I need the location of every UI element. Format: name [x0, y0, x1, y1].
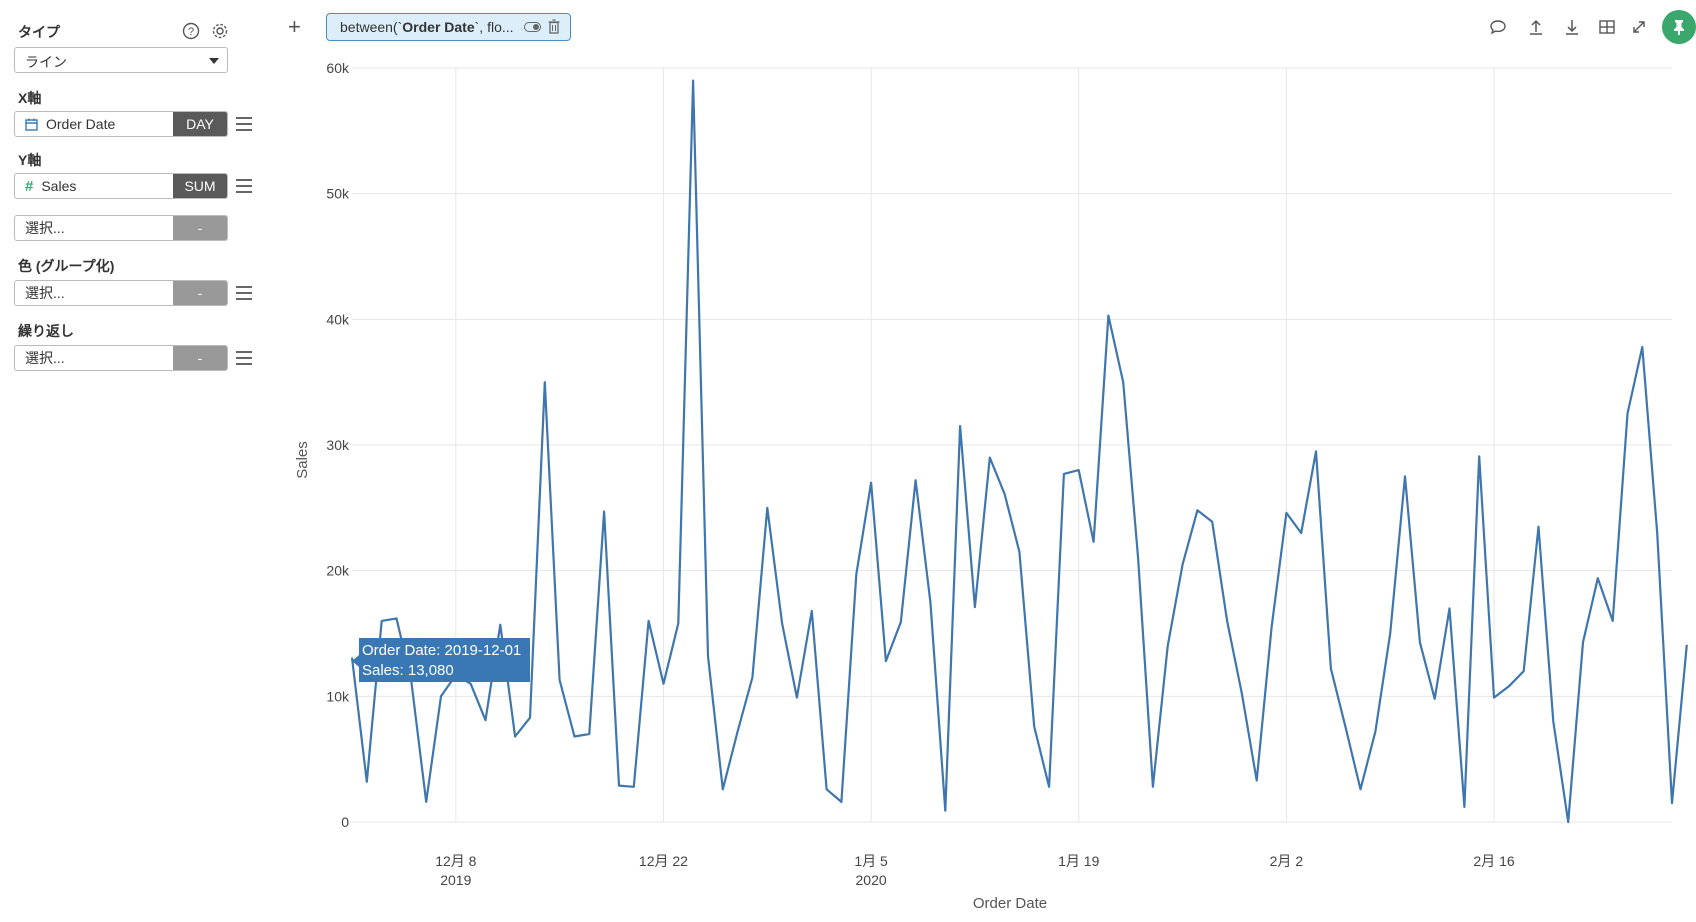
- svg-text:?: ?: [188, 26, 194, 38]
- x-field-name: Order Date: [46, 116, 116, 132]
- y-agg-button[interactable]: SUM: [173, 174, 227, 198]
- x-tick-label: 12月 22: [639, 853, 688, 869]
- repeat-field[interactable]: 選択... -: [14, 345, 228, 371]
- pin-icon[interactable]: [1662, 10, 1696, 44]
- type-label: タイプ: [18, 24, 60, 40]
- y-tick-labels: 0 10k 20k 30k 40k 50k 60k: [326, 60, 350, 830]
- color-group-label: 色 (グループ化): [18, 258, 115, 274]
- x-tick-sublabel: 2020: [856, 872, 887, 888]
- x-axis-label: X軸: [18, 90, 42, 106]
- x-axis-title: Order Date: [973, 895, 1047, 912]
- y-tick-label: 50k: [326, 186, 350, 202]
- series-layer: [350, 79, 1688, 824]
- gear-icon[interactable]: [210, 21, 230, 41]
- repeat-field-menu-icon[interactable]: [236, 351, 252, 365]
- expand-icon[interactable]: [1628, 16, 1650, 38]
- x-tick-label: 2月 2: [1270, 853, 1304, 869]
- y-extra-placeholder: 選択...: [25, 220, 65, 236]
- y-tick-label: 60k: [326, 60, 350, 76]
- calendar-icon: [25, 118, 38, 131]
- color-agg-button[interactable]: -: [173, 281, 227, 305]
- chart-settings-sidebar: タイプ ? ライン X軸 Order Date DAY Y軸 # Sales S…: [0, 0, 260, 922]
- hash-icon: #: [25, 177, 34, 195]
- data-tooltip: Order Date: 2019-12-01 Sales: 13,080: [352, 638, 530, 682]
- question-circle-icon[interactable]: ?: [181, 21, 201, 41]
- filter-chip-text: between(`Order Date`, flo...: [340, 19, 514, 35]
- y-extra-field[interactable]: 選択... -: [14, 215, 228, 241]
- y-field-name: Sales: [41, 178, 77, 194]
- toggle-visibility-icon[interactable]: [524, 22, 541, 32]
- x-agg-button[interactable]: DAY: [173, 112, 227, 136]
- x-tick-label: 1月 19: [1058, 853, 1099, 869]
- chart-type-value: ライン: [25, 54, 67, 70]
- chart-type-select[interactable]: ライン: [14, 47, 228, 73]
- add-filter-button[interactable]: +: [288, 14, 301, 39]
- y-tick-label: 20k: [326, 563, 350, 579]
- repeat-label: 繰り返し: [18, 323, 74, 339]
- trash-icon[interactable]: [548, 19, 560, 37]
- y-axis-label: Y軸: [18, 152, 42, 168]
- y-tick-label: 0: [341, 814, 349, 830]
- repeat-placeholder: 選択...: [25, 350, 65, 366]
- x-axis-field[interactable]: Order Date DAY: [14, 111, 228, 137]
- repeat-agg-button[interactable]: -: [173, 346, 227, 370]
- color-field-menu-icon[interactable]: [236, 286, 252, 300]
- upload-icon[interactable]: [1525, 16, 1547, 38]
- x-tick-sublabel: 2019: [440, 872, 471, 888]
- x-tick-label: 1月 5: [854, 853, 888, 869]
- y-axis-field[interactable]: # Sales SUM: [14, 173, 228, 199]
- tooltip-line-date: Order Date: 2019-12-01: [362, 642, 522, 659]
- download-icon[interactable]: [1561, 16, 1583, 38]
- x-tick-labels: 12月 8 2019 12月 22 1月 5 2020 1月 19 2月 2 2月 16: [435, 853, 1515, 888]
- y-tick-label: 40k: [326, 311, 350, 327]
- y-extra-agg-button[interactable]: -: [173, 216, 227, 240]
- x-tick-label: 2月 16: [1473, 853, 1514, 869]
- color-placeholder: 選択...: [25, 285, 65, 301]
- color-field[interactable]: 選択... -: [14, 280, 228, 306]
- y-field-menu-icon[interactable]: [236, 179, 252, 193]
- comment-icon[interactable]: [1487, 16, 1509, 38]
- y-tick-label: 30k: [326, 437, 350, 453]
- y-gridlines: [352, 67, 1672, 823]
- table-icon[interactable]: [1596, 16, 1618, 38]
- tooltip-line-sales: Sales: 13,080: [362, 662, 454, 679]
- caret-down-icon: [209, 58, 219, 64]
- series-line[interactable]: [350, 79, 1688, 824]
- filter-chip[interactable]: between(`Order Date`, flo...: [326, 13, 571, 41]
- y-tick-label: 10k: [326, 688, 350, 704]
- x-tick-label: 12月 8: [435, 853, 476, 869]
- y-axis-title: Sales: [294, 441, 311, 479]
- x-field-menu-icon[interactable]: [236, 117, 252, 131]
